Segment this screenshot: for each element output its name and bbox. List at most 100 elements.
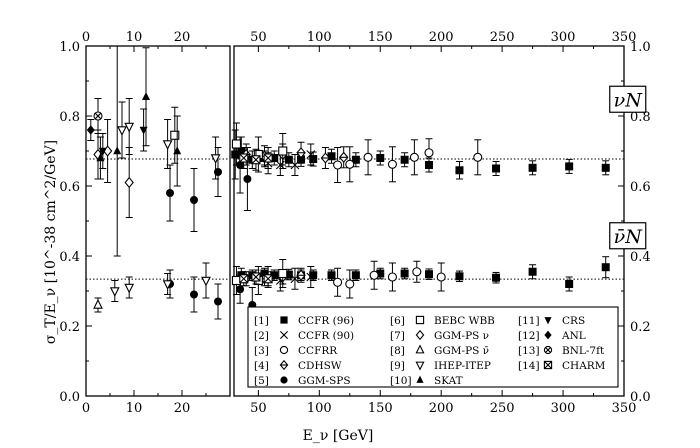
legend: [1] CCFR (96) [2] CCFR (90) [3] CCFRR [4] CDHSW… xyxy=(247,306,619,388)
marker-shape xyxy=(231,150,240,159)
marker xyxy=(376,154,385,162)
legend-label: GGM-SPS xyxy=(298,375,351,387)
y-tick-label-left: 0.2 xyxy=(59,320,80,335)
data-point xyxy=(162,119,173,169)
legend-number: [13] xyxy=(518,345,540,357)
legend-marker xyxy=(543,360,553,370)
marker-shape xyxy=(251,155,261,165)
marker xyxy=(278,268,288,279)
x-top-tick-label: 10 xyxy=(126,30,143,45)
data-point xyxy=(124,276,135,299)
marker-shape xyxy=(415,344,425,354)
marker-shape xyxy=(162,280,173,291)
legend-number: [11] xyxy=(518,315,540,327)
marker xyxy=(236,161,245,169)
panel-label-1: ν̄N xyxy=(609,222,647,250)
marker xyxy=(86,125,95,135)
legend-marker xyxy=(544,330,552,340)
data-point xyxy=(363,139,373,176)
marker-shape xyxy=(309,155,318,164)
marker-shape xyxy=(280,316,288,324)
data-point xyxy=(412,260,422,283)
marker-shape xyxy=(333,277,343,287)
data-point xyxy=(139,108,148,152)
marker xyxy=(387,159,397,169)
marker-shape xyxy=(544,317,552,325)
marker-shape xyxy=(492,164,501,173)
marker-shape xyxy=(565,280,574,288)
marker-shape xyxy=(166,189,174,197)
data-point xyxy=(113,45,122,257)
y-tick-label-left: 0.8 xyxy=(59,110,80,125)
marker-shape xyxy=(214,297,222,306)
data-point xyxy=(251,148,261,171)
y-tick-label-left: 0.6 xyxy=(59,180,80,195)
legend-label: BEBC WBB xyxy=(434,315,495,327)
marker-shape xyxy=(190,196,198,204)
marker xyxy=(139,126,148,135)
legend-marker xyxy=(543,345,553,355)
marker xyxy=(351,155,360,164)
legend-label: CCFRR xyxy=(298,345,338,357)
x-top-tick-label: 200 xyxy=(429,30,454,45)
data-point xyxy=(210,136,221,180)
x-top-tick-label: 0 xyxy=(82,30,90,45)
marker-shape xyxy=(279,345,289,355)
x-top-tick-label: 50 xyxy=(250,30,267,45)
marker-shape xyxy=(425,270,433,279)
marker-shape xyxy=(236,285,245,294)
data-point xyxy=(166,164,174,222)
legend-item-12: [12] ANL xyxy=(518,330,586,342)
axis-ticks: 0.0 0.00.2 0.20.4 0.40.6 0.60.8 0.81.0 1.00 10 2… xyxy=(59,30,650,416)
legend-item-6: [6] BEBC WBB xyxy=(390,315,495,327)
marker-shape xyxy=(376,154,385,162)
legend-marker xyxy=(280,331,288,339)
data-point xyxy=(436,262,446,292)
marker xyxy=(387,272,397,282)
panel-label-0: νN xyxy=(609,85,647,113)
data-point xyxy=(290,154,300,176)
data-point xyxy=(338,146,349,169)
marker-shape xyxy=(142,91,150,100)
marker-shape xyxy=(124,122,135,133)
marker xyxy=(170,130,180,140)
x-tick-label: 20 xyxy=(174,401,191,416)
marker-shape xyxy=(327,152,336,161)
marker-shape xyxy=(201,276,211,287)
legend-item-1: [1] CCFR (96) xyxy=(254,315,354,327)
data-point xyxy=(320,147,331,169)
data-point xyxy=(239,271,249,287)
data-point xyxy=(263,271,273,287)
data-point xyxy=(492,161,501,176)
marker-shape xyxy=(270,271,279,280)
marker-shape xyxy=(280,331,288,339)
marker-shape xyxy=(290,160,300,170)
y-tick-label-right: 0.8 xyxy=(630,110,651,125)
marker xyxy=(409,152,419,162)
y-tick-label-left: 1.0 xyxy=(59,40,80,55)
legend-label: GGM-PS ν xyxy=(434,330,489,342)
marker xyxy=(320,152,331,164)
legend-number: [2] xyxy=(254,330,269,342)
marker xyxy=(243,175,252,183)
data-point xyxy=(425,268,433,280)
y-tick-label-right: 0.2 xyxy=(630,320,651,335)
marker-shape xyxy=(436,272,446,282)
marker xyxy=(492,164,501,173)
data-point xyxy=(162,273,173,295)
data-point xyxy=(263,147,273,169)
marker-shape xyxy=(306,150,316,159)
series-9 xyxy=(109,98,221,302)
marker-shape xyxy=(415,315,425,325)
marker xyxy=(251,272,261,282)
x-tick-label: 350 xyxy=(612,401,637,416)
y-tick-label-right: 1.0 xyxy=(630,40,651,55)
legend-label: CHARM xyxy=(562,360,606,372)
data-point xyxy=(239,147,249,169)
marker-shape xyxy=(528,163,537,172)
marker xyxy=(93,111,103,121)
marker xyxy=(424,148,434,158)
marker-shape xyxy=(270,154,279,162)
panel-low-frame xyxy=(85,45,231,397)
marker xyxy=(190,290,198,299)
